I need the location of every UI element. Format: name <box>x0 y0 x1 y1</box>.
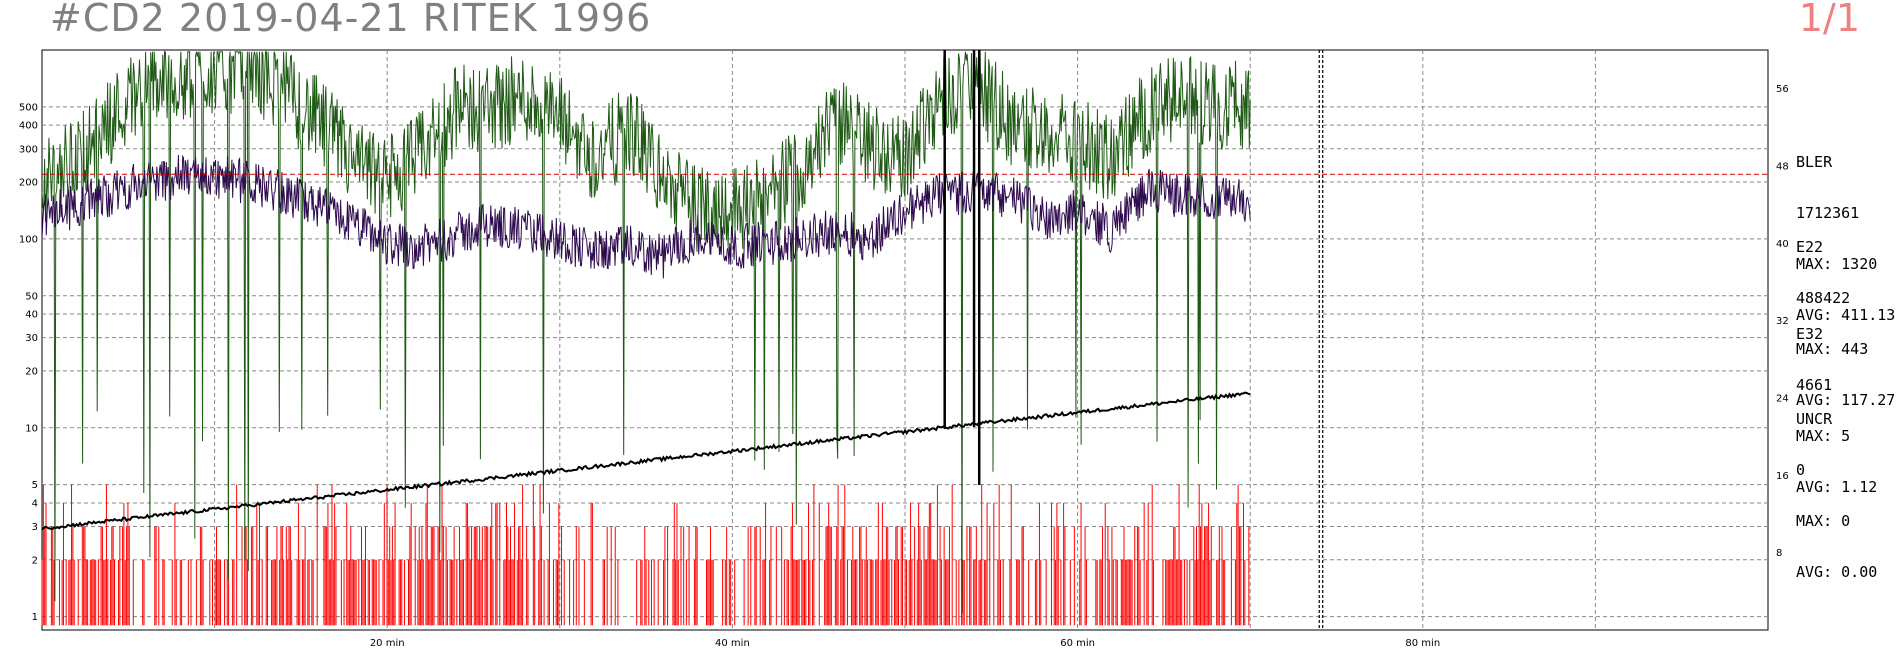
legend-e22-total: 488422 <box>1796 289 1851 307</box>
legend-e32-total: 4661 <box>1796 376 1833 394</box>
y-tick-label-100: 100 <box>19 234 38 245</box>
legend-bler: BLER 1712361 MAX: 1320 AVG: 411.13 <box>1796 120 1895 341</box>
bler-line <box>41 51 1251 614</box>
y-tick-label-50: 50 <box>25 291 38 302</box>
y-tick-label-20: 20 <box>25 366 38 377</box>
y-tick-label-5: 5 <box>32 480 38 491</box>
page-indicator: 1/1 <box>1798 0 1860 40</box>
x-tick-label-20: 20 min <box>370 638 405 649</box>
x-tick-label-80: 80 min <box>1405 638 1440 649</box>
y-tick-label-400: 400 <box>19 121 38 132</box>
legend-e32: E32 4661 MAX: 5 AVG: 1.12 <box>1796 292 1877 513</box>
y-tick-label-4: 4 <box>32 498 38 509</box>
e22-line <box>41 154 1251 279</box>
x-tick-label-60: 60 min <box>1060 638 1095 649</box>
chart-title: #CD2 2019-04-21 RITEK 1996 <box>50 0 652 40</box>
legend-uncr-total: 0 <box>1796 461 1806 479</box>
legend-uncr-name: UNCR <box>1796 410 1833 428</box>
legend-e32-avg: AVG: 1.12 <box>1796 478 1878 496</box>
right-tick-label-56: 56 <box>1776 84 1789 95</box>
y-tick-label-30: 30 <box>25 333 38 344</box>
legend-e32-name: E32 <box>1796 325 1824 343</box>
x-tick-label-40: 40 min <box>715 638 750 649</box>
y-tick-label-10: 10 <box>25 423 38 434</box>
legend-bler-avg: AVG: 411.13 <box>1796 306 1896 324</box>
legend-e22-avg: AVG: 117.27 <box>1796 391 1896 409</box>
y-tick-label-40: 40 <box>25 310 38 321</box>
y-tick-label-3: 3 <box>32 522 38 533</box>
legend-uncr-avg: AVG: 0.00 <box>1796 563 1878 581</box>
speed-line <box>41 391 1251 531</box>
y-tick-label-500: 500 <box>19 102 38 113</box>
y-tick-label-2: 2 <box>32 555 38 566</box>
legend-bler-name: BLER <box>1796 153 1833 171</box>
legend-e32-max: MAX: 5 <box>1796 427 1851 445</box>
y-tick-label-1: 1 <box>32 612 38 623</box>
right-tick-label-40: 40 <box>1776 239 1789 250</box>
right-tick-label-8: 8 <box>1776 548 1782 559</box>
y-tick-label-300: 300 <box>19 144 38 155</box>
legend-e22: E22 488422 MAX: 443 AVG: 117.27 <box>1796 205 1895 426</box>
right-tick-label-24: 24 <box>1776 394 1789 405</box>
right-tick-label-16: 16 <box>1776 471 1789 482</box>
legend-uncr: UNCR 0 MAX: 0 AVG: 0.00 <box>1796 377 1877 598</box>
right-tick-label-48: 48 <box>1776 162 1789 173</box>
right-tick-label-32: 32 <box>1776 316 1789 327</box>
legend-bler-max: MAX: 1320 <box>1796 255 1878 273</box>
y-tick-label-200: 200 <box>19 178 38 189</box>
legend-e22-max: MAX: 443 <box>1796 340 1869 358</box>
legend-e22-name: E22 <box>1796 238 1824 256</box>
legend-uncr-max: MAX: 0 <box>1796 512 1851 530</box>
legend-bler-total: 1712361 <box>1796 204 1860 222</box>
